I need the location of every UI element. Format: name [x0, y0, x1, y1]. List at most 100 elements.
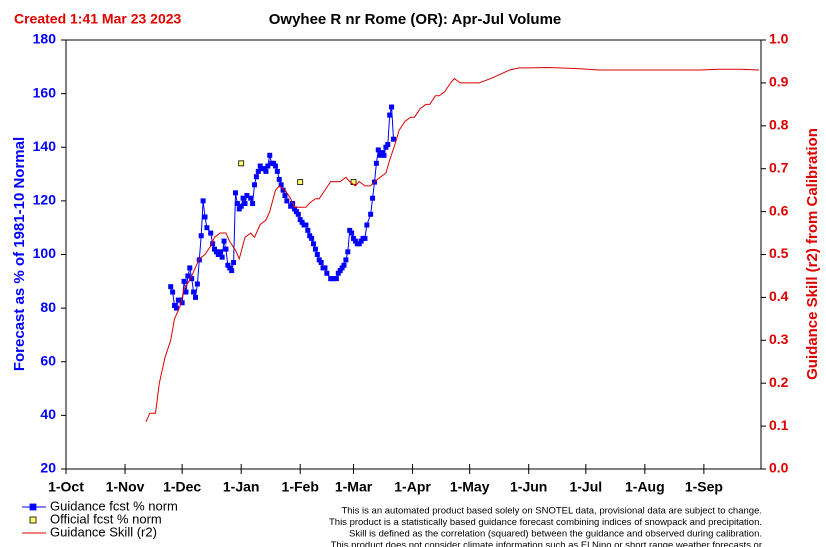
x-tick-label: 1-Jan [223, 479, 260, 495]
data-point [238, 160, 245, 167]
data-point [181, 278, 187, 284]
data-point [377, 152, 383, 158]
data-point [236, 206, 242, 212]
data-point [191, 289, 197, 295]
y-tick-label: 140 [33, 138, 57, 154]
data-point [225, 262, 231, 268]
data-point [223, 246, 229, 252]
data-point [297, 179, 304, 186]
data-point [261, 166, 267, 172]
data-point [250, 201, 256, 207]
y-tick-label: 20 [40, 460, 56, 476]
data-point [379, 150, 385, 156]
data-point [189, 276, 195, 282]
x-tick-label: 1-Nov [106, 479, 145, 495]
x-tick-label: 1-Apr [394, 479, 431, 495]
y2-tick-label: 1.0 [769, 31, 789, 47]
data-point [387, 112, 393, 118]
data-point [343, 257, 349, 263]
data-point [299, 219, 305, 225]
data-point [337, 268, 343, 274]
data-point [356, 241, 362, 247]
data-point [271, 160, 277, 166]
data-point [267, 152, 273, 158]
legend-label: Guidance fcst % norm [50, 498, 178, 513]
data-point [385, 142, 391, 148]
data-point [240, 195, 246, 201]
data-point [234, 201, 240, 207]
data-point [265, 163, 271, 169]
data-point [177, 297, 183, 303]
legend-marker [29, 503, 37, 511]
data-point [248, 195, 254, 201]
data-point [232, 190, 238, 196]
x-tick-label: 1-Aug [625, 479, 665, 495]
footnote: Skill is defined as the correlation (squ… [349, 529, 762, 540]
y2-tick-label: 0.8 [769, 117, 789, 133]
data-point [318, 260, 324, 266]
data-point [381, 152, 387, 158]
data-point [227, 265, 233, 271]
x-tick-label: 1-Sep [685, 479, 723, 495]
legend-marker [29, 516, 37, 524]
data-point [333, 276, 339, 282]
data-point [362, 235, 368, 241]
y2-tick-label: 0.1 [769, 417, 789, 433]
data-point [314, 252, 320, 257]
data-point [351, 235, 357, 241]
data-point [172, 302, 178, 308]
y-tick-label: 80 [40, 299, 56, 315]
x-tick-label: 1-Mar [335, 479, 373, 495]
data-point [324, 270, 330, 276]
y2-tick-label: 0.7 [769, 159, 789, 175]
y-axis-label: Forecast as % of 1981-10 Normal [11, 137, 28, 371]
data-point [293, 209, 299, 215]
data-point [229, 268, 235, 274]
data-point [215, 252, 221, 257]
y2-axis-label: Guidance Skill (r2) from Calibration [804, 128, 821, 380]
y2-tick-label: 0.3 [769, 331, 789, 347]
x-tick-label: 1-Feb [282, 479, 319, 495]
y2-tick-label: 0.4 [769, 288, 789, 304]
data-point [307, 233, 313, 239]
data-point [322, 265, 328, 271]
data-point [291, 206, 297, 212]
data-point [274, 168, 280, 174]
data-point [213, 249, 219, 255]
y-tick-label: 120 [33, 192, 57, 208]
data-point [204, 225, 210, 231]
data-point [272, 163, 278, 169]
y-tick-label: 100 [33, 245, 57, 261]
y2-tick-label: 0.0 [769, 460, 789, 476]
data-point [168, 284, 174, 290]
data-point [257, 163, 263, 169]
data-point [305, 227, 311, 233]
data-point [309, 235, 315, 241]
data-point [295, 211, 301, 217]
data-point [210, 241, 216, 247]
created-label: Created 1:41 Mar 23 2023 [14, 11, 182, 27]
data-point [200, 198, 206, 204]
data-point [179, 300, 185, 306]
data-point [284, 198, 290, 204]
data-point [280, 187, 286, 193]
x-tick-label: 1-May [450, 479, 490, 495]
data-point [263, 168, 269, 174]
data-point [288, 203, 294, 209]
data-point [170, 289, 176, 295]
data-point [208, 230, 214, 236]
data-point [391, 136, 397, 142]
series-line [145, 66, 760, 423]
data-point [231, 260, 237, 266]
y-tick-label: 60 [40, 352, 56, 368]
data-point [373, 160, 379, 166]
data-point [219, 254, 225, 260]
y2-tick-label: 0.6 [769, 202, 789, 218]
data-point [282, 193, 288, 199]
y-tick-label: 180 [33, 31, 57, 47]
data-point [183, 289, 189, 295]
data-point [312, 246, 318, 252]
data-point [297, 217, 303, 223]
data-point [370, 195, 376, 201]
